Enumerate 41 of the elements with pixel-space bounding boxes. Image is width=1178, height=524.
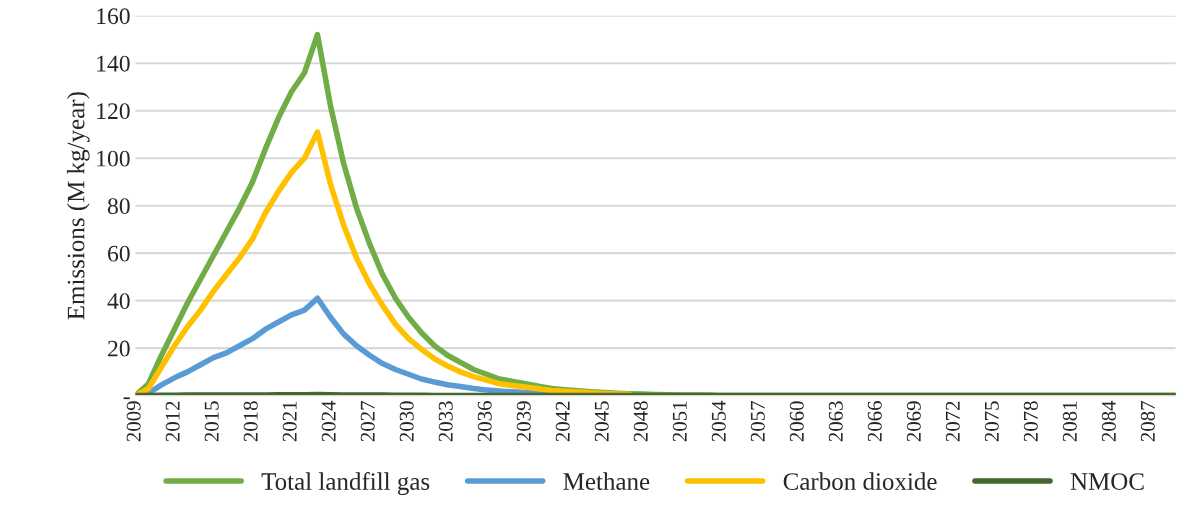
x-tick-label: 2045 [594,401,609,442]
legend-label: Methane [563,472,650,490]
x-tick-label: 2054 [711,400,726,442]
y-tick-label: 140 [97,55,130,72]
x-tick-label: 2063 [828,401,843,442]
x-tick-label: 2018 [243,401,258,442]
y-tick-label: 20 [108,340,130,357]
x-tick-label: 2015 [204,401,219,442]
y-tick-label: 40 [107,293,130,310]
x-tick-label: 2042 [555,401,570,442]
x-tick-label: 2087 [1140,401,1155,442]
legend-label: Total landfill gas [261,472,430,496]
x-tick-label: 2081 [1062,401,1077,442]
x-tick-label: 2057 [750,401,765,442]
y-tick-label: - [123,397,130,400]
y-axis-title: Emissions (M kg/year) [66,92,90,320]
x-tick-label: 2066 [867,401,882,442]
x-tick-label: 2012 [165,401,180,442]
x-tick-label: 2009 [126,401,141,442]
x-tick-label: 2027 [360,401,375,442]
x-tick-label: 2036 [477,401,492,442]
y-tick-label: 160 [97,8,130,25]
y-tick-label: 120 [97,103,130,120]
y-tick-label: 60 [108,245,130,262]
x-tick-label: 2048 [633,401,648,442]
legend-label: NMOC [1070,473,1144,490]
legend-label: Carbon dioxide [783,472,937,490]
x-tick-label: 2033 [438,401,453,442]
y-tick-label: 80 [107,198,130,215]
y-tick-label: 100 [97,150,130,167]
x-tick-label: 2051 [672,401,687,442]
x-tick-label: 2030 [399,401,414,442]
x-tick-label: 2024 [321,400,336,442]
x-tick-label: 2072 [945,401,960,442]
x-tick-label: 2069 [906,401,921,442]
x-tick-label: 2039 [516,401,531,442]
x-tick-label: 2021 [282,401,297,442]
x-tick-label: 2060 [789,401,804,442]
x-tick-label: 2078 [1023,401,1038,442]
x-tick-label: 2084 [1101,400,1116,442]
x-tick-label: 2075 [984,401,999,442]
